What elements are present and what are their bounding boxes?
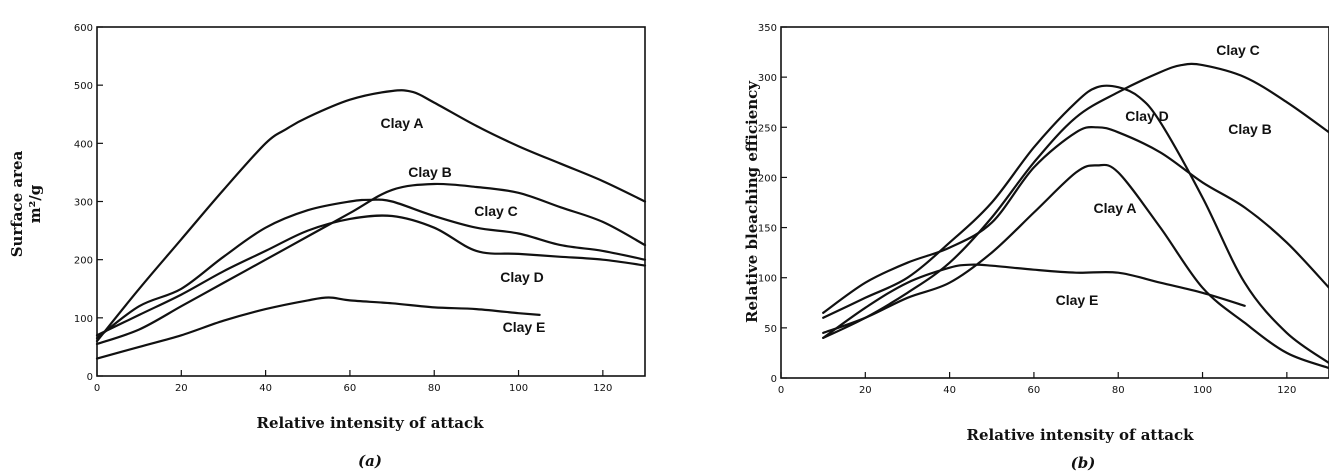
panel-label: (b) [1071, 454, 1096, 472]
series-label-clay-a: Clay A [1093, 200, 1136, 216]
x-tick-label: 80 [428, 383, 441, 394]
x-tick-label: 0 [778, 385, 784, 396]
y-axis-title: Surface area [8, 150, 26, 257]
y-tick-label: 150 [758, 224, 777, 235]
x-tick-label: 120 [593, 383, 612, 394]
y-tick-label: 350 [758, 23, 777, 34]
series-line-clay-b [95, 182, 647, 346]
y-tick-label: 300 [758, 73, 777, 84]
y-axis-unit: m²/g [26, 184, 44, 223]
y-tick-label: 0 [87, 372, 93, 383]
y-tick-label: 300 [74, 198, 93, 209]
series-line-clay-a [822, 163, 1329, 370]
y-tick-label: 600 [74, 23, 93, 34]
series-line-clay-e [95, 296, 541, 360]
series-label-clay-a: Clay A [380, 115, 423, 131]
series-label-clay-c: Clay C [1216, 42, 1260, 58]
x-tick-label: 120 [1277, 385, 1296, 396]
series-label-clay-b: Clay B [1228, 121, 1272, 137]
x-tick-label: 20 [175, 383, 188, 394]
chart-panel-a: 0 20 40 60 80 100 120 0 100 200 300 400 500 600 Clay A… [8, 23, 647, 470]
series-line-clay-a [95, 89, 647, 343]
x-tick-label: 100 [509, 383, 528, 394]
plot-frame [780, 26, 1329, 379]
x-tick-label: 40 [259, 383, 272, 394]
y-tick-label: 100 [758, 274, 777, 285]
y-tick-label: 200 [758, 173, 777, 184]
series-line-clay-d [822, 84, 1329, 365]
series-line-clay-c [95, 198, 647, 340]
series-line-clay-c [822, 62, 1329, 339]
series-label-clay-e: Clay E [503, 319, 546, 335]
series-line-clay-d [95, 214, 647, 337]
x-tick-label: 100 [1193, 385, 1212, 396]
series-label-clay-d: Clay D [1125, 108, 1169, 124]
x-tick-label: 60 [1028, 385, 1041, 396]
y-tick-label: 50 [764, 324, 777, 335]
y-tick-label: 200 [74, 256, 93, 267]
panel-label: (a) [358, 452, 382, 470]
y-tick-label: 0 [771, 374, 777, 385]
y-tick-label: 250 [758, 123, 777, 134]
x-tick-label: 60 [344, 383, 357, 394]
x-tick-label: 40 [943, 385, 956, 396]
series-line-clay-e [822, 263, 1246, 339]
y-tick-label: 100 [74, 314, 93, 325]
y-axis-title: Relative bleaching efficiency [743, 80, 761, 323]
x-tick-label: 20 [859, 385, 872, 396]
x-axis-title: Relative intensity of attack [256, 414, 484, 432]
y-tick-label: 500 [74, 81, 93, 92]
y-tick-label: 400 [74, 139, 93, 150]
series-label-clay-e: Clay E [1056, 292, 1099, 308]
series-line-clay-b [822, 126, 1329, 314]
x-tick-label: 0 [94, 383, 100, 394]
series-label-clay-b: Clay B [408, 164, 452, 180]
series-label-clay-c: Clay C [474, 203, 518, 219]
x-axis-title: Relative intensity of attack [966, 426, 1194, 444]
x-tick-label: 80 [1112, 385, 1125, 396]
series-label-clay-d: Clay D [500, 269, 544, 285]
chart-panel-b: 0 20 40 60 80 100 120 0 50 100 150 200 250 300 350 Clay… [743, 23, 1329, 472]
